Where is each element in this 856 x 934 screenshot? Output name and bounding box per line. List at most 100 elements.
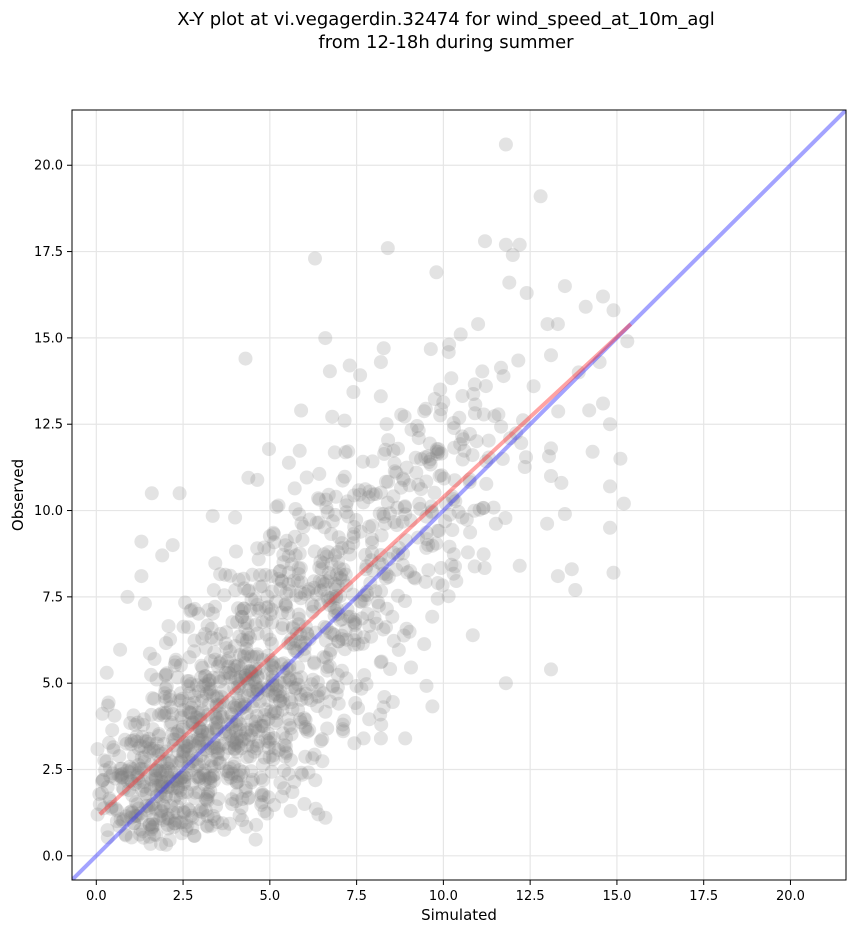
data-point [379, 620, 393, 635]
data-point [312, 492, 327, 507]
data-point [292, 546, 307, 561]
data-point [362, 519, 376, 534]
data-point [357, 593, 372, 608]
data-point [113, 812, 128, 827]
data-point [275, 702, 290, 717]
data-point [238, 621, 253, 636]
x-tick-label: 10.0 [429, 889, 458, 904]
data-point [177, 777, 192, 791]
data-point [279, 599, 294, 614]
data-point [285, 785, 300, 799]
data-point [284, 695, 299, 710]
data-point [250, 669, 265, 684]
data-point [300, 626, 314, 641]
data-point [336, 562, 351, 577]
data-point [366, 563, 380, 578]
data-point [325, 514, 340, 529]
data-point [225, 766, 240, 781]
data-point [430, 523, 445, 538]
data-point [223, 729, 238, 743]
data-point [240, 616, 255, 630]
data-point [235, 813, 250, 828]
data-point [281, 766, 296, 781]
data-point [196, 679, 211, 694]
data-point [462, 475, 477, 490]
data-point [324, 527, 339, 541]
data-point [293, 687, 308, 702]
data-point [228, 724, 243, 739]
data-point [444, 557, 459, 572]
data-point [192, 721, 207, 736]
data-point [394, 407, 409, 422]
data-point [208, 556, 223, 571]
data-point [90, 807, 105, 822]
data-point [248, 720, 263, 735]
data-point [248, 662, 263, 677]
data-point [159, 666, 174, 681]
data-point [152, 708, 166, 723]
data-point [183, 705, 197, 720]
data-point [229, 659, 244, 674]
data-point [208, 710, 223, 725]
data-point [223, 568, 238, 583]
data-point [476, 501, 491, 516]
data-point [395, 558, 410, 573]
data-point [359, 559, 374, 573]
data-point [233, 676, 248, 691]
data-point [146, 741, 161, 756]
data-point [321, 487, 336, 502]
data-point [242, 790, 257, 805]
data-point [339, 505, 354, 520]
data-point [207, 767, 222, 782]
data-point [467, 377, 482, 392]
data-point [158, 763, 173, 778]
data-point [332, 561, 347, 576]
data-point [115, 780, 130, 795]
data-point [220, 771, 235, 786]
data-point [195, 631, 210, 646]
data-point [346, 587, 360, 602]
data-point [498, 237, 513, 252]
data-point [238, 697, 253, 712]
data-point [181, 705, 196, 719]
data-point [242, 664, 257, 679]
data-point [250, 541, 265, 556]
data-point [183, 604, 198, 618]
data-point [172, 728, 187, 742]
data-point [166, 738, 181, 753]
data-point [374, 654, 389, 669]
data-point [239, 633, 254, 648]
data-point [431, 523, 446, 538]
data-point [189, 678, 204, 693]
data-point [273, 564, 288, 578]
data-point [164, 779, 179, 794]
data-point [385, 695, 400, 709]
data-point [143, 782, 158, 797]
data-point [313, 597, 328, 612]
data-point [181, 759, 196, 774]
data-point [360, 606, 375, 621]
data-point [92, 787, 107, 802]
data-point [221, 767, 236, 782]
data-point [434, 402, 449, 417]
data-point [432, 469, 447, 483]
data-point [202, 673, 217, 688]
data-point [178, 740, 193, 755]
regression-line [98, 322, 633, 816]
data-point [166, 781, 181, 796]
data-point [465, 448, 480, 463]
data-point [181, 679, 196, 694]
data-point [135, 729, 150, 744]
data-point [421, 449, 436, 464]
data-point [265, 673, 280, 688]
data-point [200, 727, 215, 742]
data-point [222, 695, 237, 710]
data-point [135, 824, 150, 839]
data-point [231, 774, 245, 789]
data-point [364, 532, 379, 547]
data-point [275, 617, 290, 632]
data-point [433, 382, 448, 397]
data-point [540, 516, 555, 531]
data-point [99, 665, 114, 680]
